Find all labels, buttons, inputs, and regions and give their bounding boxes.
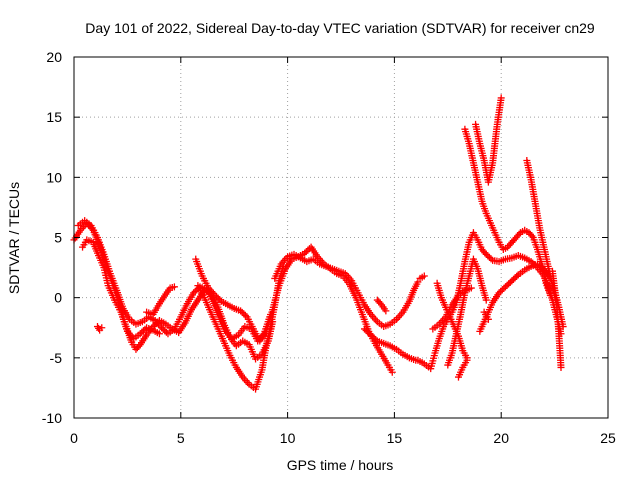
data-point <box>369 332 377 340</box>
satellite-track-7 <box>194 262 287 393</box>
x-tick-label: 0 <box>70 430 78 446</box>
data-point <box>388 368 396 376</box>
data-point <box>487 255 495 263</box>
data-point <box>135 342 143 350</box>
data-point <box>98 324 106 332</box>
x-tick-label: 15 <box>387 430 403 446</box>
data-point <box>509 275 517 283</box>
data-point <box>191 287 199 295</box>
data-point <box>420 272 428 280</box>
data-point <box>240 310 248 318</box>
data-point <box>141 325 149 333</box>
data-point <box>557 363 565 371</box>
data-point <box>214 294 222 302</box>
satellite-track-9 <box>360 325 420 364</box>
data-point <box>360 325 368 333</box>
data-point <box>241 311 249 319</box>
satellite-track-3 <box>79 236 163 343</box>
satellite-track-8 <box>271 250 422 331</box>
data-point <box>376 299 384 307</box>
data-point <box>211 291 219 299</box>
satellite-track-5 <box>143 283 178 319</box>
data-point <box>503 281 511 289</box>
data-point <box>508 277 516 285</box>
satellite-track-4 <box>93 323 106 334</box>
data-point <box>482 296 490 304</box>
data-point <box>528 232 536 240</box>
satellite-track-15 <box>429 284 475 333</box>
data-point <box>159 325 167 333</box>
y-tick-label: -5 <box>50 350 63 366</box>
data-point <box>161 327 169 335</box>
data-point <box>190 289 198 297</box>
x-tick-label: 20 <box>493 430 509 446</box>
x-tick-label: 10 <box>280 430 296 446</box>
satellite-track-18 <box>472 94 505 186</box>
data-point <box>302 248 310 256</box>
data-point <box>497 287 505 295</box>
satellite-track-16 <box>454 356 471 381</box>
data-point <box>301 249 309 257</box>
data-point <box>505 280 513 288</box>
data-point <box>237 307 245 315</box>
data-point <box>495 289 503 297</box>
data-point <box>238 308 246 316</box>
data-point <box>364 328 372 336</box>
data-point <box>497 94 505 102</box>
data-point <box>372 335 380 343</box>
data-point <box>467 284 475 292</box>
y-tick-label: -10 <box>42 410 62 426</box>
x-tick-label: 25 <box>600 430 616 446</box>
y-axis-label: SDTVAR / TECUs <box>6 182 22 294</box>
data-points <box>70 94 567 393</box>
data-point <box>484 315 492 323</box>
y-tick-label: 0 <box>54 290 62 306</box>
satellite-track-20 <box>480 308 492 323</box>
data-point <box>414 278 422 286</box>
data-point <box>511 274 519 282</box>
data-point <box>501 283 509 291</box>
x-tick-label: 5 <box>177 430 185 446</box>
data-point <box>170 283 178 291</box>
data-point <box>136 330 144 338</box>
y-tick-label: 5 <box>54 230 62 246</box>
data-point <box>463 356 471 364</box>
data-point <box>370 334 378 342</box>
satellite-track-12 <box>416 272 428 282</box>
data-point <box>515 230 523 238</box>
data-point <box>481 249 489 257</box>
data-point <box>482 250 490 258</box>
data-point <box>498 286 506 294</box>
data-point <box>138 328 146 336</box>
chart-title: Day 101 of 2022, Sidereal Day-to-day VTE… <box>85 20 595 36</box>
x-axis-label: GPS time / hours <box>287 457 394 473</box>
data-point <box>362 326 370 334</box>
y-tick-label: 15 <box>46 109 62 125</box>
data-point <box>304 246 312 254</box>
axis-ticks: 0 5 10 15 20 25 -10 -5 0 5 10 15 20 <box>42 49 616 446</box>
data-point <box>155 330 163 338</box>
data-point <box>485 253 493 261</box>
data-point <box>513 272 521 280</box>
data-point <box>139 327 147 335</box>
y-tick-label: 20 <box>46 49 62 65</box>
data-point <box>367 331 375 339</box>
satellite-track-22 <box>548 267 565 371</box>
data-point <box>158 324 166 332</box>
satellite-track-17 <box>461 125 554 299</box>
y-tick-label: 10 <box>46 169 62 185</box>
data-point <box>500 284 508 292</box>
data-point <box>213 293 221 301</box>
data-point <box>484 252 492 260</box>
data-point <box>506 278 514 286</box>
data-point <box>365 329 373 337</box>
data-point <box>382 307 390 315</box>
satellite-track-10 <box>373 296 390 315</box>
data-point <box>216 296 224 304</box>
